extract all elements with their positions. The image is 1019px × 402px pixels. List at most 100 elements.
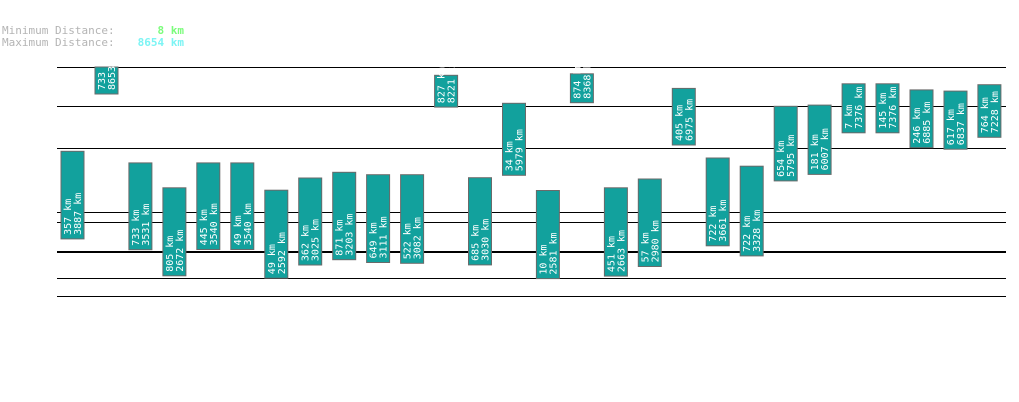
- bar-label-top: 522 km: [403, 223, 414, 259]
- bar: [94, 66, 119, 95]
- bar-label-bottom: 2581 km: [548, 232, 559, 274]
- bar: [671, 87, 696, 146]
- bar-label-bottom: 3540 km: [243, 203, 254, 245]
- bar-label-bottom: 8221 km: [447, 61, 458, 103]
- bar: [637, 178, 662, 267]
- bar-label-top: 357 km: [63, 199, 74, 235]
- bar-label-top: 145 km: [878, 93, 889, 129]
- bar-label-bottom: 3540 km: [209, 203, 220, 245]
- bar: [502, 102, 526, 176]
- bar-group: 357 km 3887 km: [60, 150, 85, 240]
- bar-group: 654 km 5795 km: [773, 105, 798, 182]
- bar-label-top: 874 km: [572, 63, 583, 99]
- bar-label-bottom: 7376 km: [888, 87, 899, 129]
- maximum-distance-label: Maximum Distance:: [2, 36, 115, 49]
- bar-label-bottom: 7376 km: [854, 87, 865, 129]
- bar-label-bottom: 6885 km: [922, 102, 933, 144]
- bar-label-bottom: 5979 km: [515, 129, 526, 171]
- bar: [875, 83, 900, 134]
- minimum-distance-label: Minimum Distance:: [2, 24, 115, 37]
- minimum-distance-row: Minimum Distance: 8 km: [2, 25, 184, 37]
- bar-label-bottom: 3531 km: [141, 204, 152, 246]
- bar-label-top: 445 km: [199, 209, 210, 245]
- bar-group: 246 km 6885 km: [909, 89, 934, 149]
- bar-label-top: 246 km: [912, 108, 923, 144]
- bar-label-top: 34 km: [505, 141, 516, 171]
- bar-label-bottom: 3111 km: [379, 216, 390, 258]
- bar-group: 764 km 7228 km: [977, 84, 1002, 138]
- maximum-distance-row: Maximum Distance: 8654 km: [2, 37, 184, 49]
- bar-series: 357 km 3887 km 733 km 8653 km 733 km 3531 km 8…: [60, 48, 1002, 280]
- bar-group: 617 km 6837 km: [943, 90, 968, 150]
- bar-group: 722 km 3661 km: [705, 157, 730, 247]
- bar: [366, 174, 391, 263]
- bar: [807, 104, 832, 175]
- bar-group: 10 km 2581 km: [535, 190, 560, 280]
- bar-label-top: 733 km: [131, 210, 142, 246]
- bar-label-top: 405 km: [674, 105, 685, 141]
- bar-label-bottom: 8653 km: [107, 48, 118, 90]
- minimum-distance-value: 8 km: [157, 24, 185, 37]
- bar-label-bottom: 3661 km: [718, 200, 729, 242]
- bar-label-bottom: 2672 km: [175, 230, 186, 272]
- bar-group: 451 km 2663 km: [603, 187, 628, 277]
- bar-label-top: 722 km: [742, 216, 753, 252]
- bar-group: 362 km 3025 km: [298, 177, 323, 266]
- bar-label-top: 617 km: [946, 109, 957, 145]
- bar: [773, 105, 798, 182]
- bar-label-bottom: 2663 km: [616, 230, 627, 272]
- bar-label-bottom: 3082 km: [413, 217, 424, 259]
- bar-group: 7 km 7376 km: [841, 83, 866, 134]
- bar-label-bottom: 8368 km: [582, 57, 593, 99]
- bar-group: 181 km 6007 km: [807, 104, 832, 175]
- bar: [535, 190, 560, 280]
- bar-group: 49 km 3540 km: [230, 162, 255, 250]
- bar-group: 871 km 3203 km: [332, 171, 357, 261]
- bar-group: 685 km 3030 km: [468, 177, 492, 266]
- bar-label-bottom: 2592 km: [277, 232, 288, 274]
- bar-label-bottom: 6975 km: [684, 99, 695, 141]
- bar: [841, 83, 866, 134]
- bar: [196, 162, 221, 250]
- bar-label-bottom: 3030 km: [481, 219, 492, 261]
- maximum-distance-value: 8654 km: [137, 36, 184, 49]
- bar-label-top: 362 km: [301, 225, 312, 261]
- bar-group: 145 km 7376 km: [875, 83, 900, 134]
- bar-label-top: 7 km: [844, 105, 855, 129]
- bar: [434, 74, 459, 108]
- bar: [162, 187, 187, 277]
- bar-group: 57 km 2980 km: [637, 178, 662, 267]
- bar: [230, 162, 255, 250]
- bar-label-top: 871 km: [335, 220, 346, 256]
- bar-label-top: 649 km: [369, 222, 380, 258]
- bar: [705, 157, 730, 247]
- bar: [264, 189, 289, 279]
- bar-label-top: 181 km: [810, 134, 821, 170]
- bar-group: 733 km 3531 km: [128, 162, 153, 251]
- bar-group: 805 km 2672 km: [162, 187, 187, 277]
- bar-label-top: 764 km: [980, 97, 991, 133]
- bar-label-bottom: 7228 km: [990, 91, 1001, 133]
- bar-label-bottom: 3328 km: [752, 210, 763, 252]
- bar-group: 874 km 8368 km: [569, 57, 594, 104]
- bar-group: 34 km 5979 km: [502, 102, 526, 176]
- bar-label-bottom: 3203 km: [345, 214, 356, 256]
- bar-group: 722 km 3328 km: [739, 165, 764, 257]
- bar-group: 827 km 8221 km: [434, 61, 459, 108]
- bar-label-top: 722 km: [708, 206, 719, 242]
- bar: [943, 90, 968, 150]
- bar-label-top: 57 km: [640, 232, 651, 262]
- bar-label-bottom: 6007 km: [820, 128, 831, 170]
- bar-label-top: 10 km: [538, 244, 549, 274]
- bar: [128, 162, 153, 251]
- bar: [569, 73, 594, 104]
- bar: [60, 150, 85, 240]
- bar-label-bottom: 6837 km: [956, 103, 967, 145]
- bar-label-top: 49 km: [233, 215, 244, 245]
- bar: [298, 177, 323, 266]
- bar-label-bottom: 2980 km: [650, 220, 661, 262]
- bar-label-bottom: 3025 km: [311, 219, 322, 261]
- bar-label-top: 827 km: [437, 67, 448, 103]
- bar-label-top: 685 km: [471, 225, 482, 261]
